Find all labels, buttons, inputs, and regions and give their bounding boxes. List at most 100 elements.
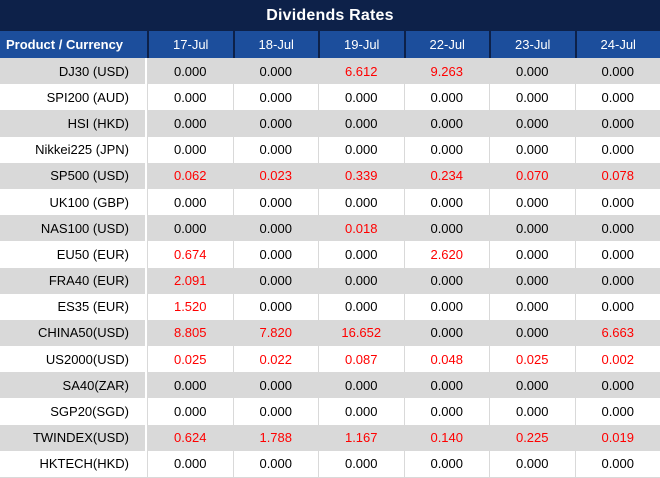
- product-cell: SGP20(SGD): [0, 398, 147, 425]
- value-cell: 0.022: [232, 346, 319, 373]
- date-header: 23-Jul: [489, 31, 575, 58]
- table-row: UK100 (GBP) 0.000 0.000 0.000 0.000 0.000 0.00…: [0, 188, 660, 216]
- table-row: TWINDEX(USD) 0.624 1.788 1.167 0.140 0.225 0.0…: [0, 424, 660, 451]
- value-cell: 1.167: [318, 424, 404, 451]
- value-cell: 0.019: [574, 424, 660, 451]
- product-cell: HSI (HKD): [0, 110, 147, 137]
- value-cell: 0.018: [318, 215, 404, 242]
- value-cell: 0.000: [489, 398, 575, 425]
- value-cell: 0.000: [403, 267, 490, 294]
- value-cell: 1.520: [147, 293, 233, 320]
- value-cell: 0.000: [403, 84, 490, 111]
- value-cell: 0.000: [232, 267, 319, 294]
- table-body: DJ30 (USD) 0.000 0.000 6.612 9.263 0.000 0.000…: [0, 58, 660, 478]
- value-cell: 0.000: [574, 136, 660, 163]
- table-header-row: Product / Currency 17-Jul 18-Jul 19-Jul 22-…: [0, 31, 660, 58]
- value-cell: 8.805: [147, 319, 233, 347]
- product-cell: HKTECH(HKD): [0, 450, 147, 477]
- value-cell: 16.652: [318, 319, 404, 347]
- product-cell: SPI200 (AUD): [0, 84, 147, 111]
- value-cell: 0.000: [232, 398, 319, 425]
- table-row: SPI200 (AUD) 0.000 0.000 0.000 0.000 0.000 0.0…: [0, 84, 660, 111]
- value-cell: 0.000: [147, 136, 233, 163]
- product-currency-header: Product / Currency: [6, 37, 124, 52]
- product-cell: SA40(ZAR): [0, 372, 147, 399]
- value-cell: 0.000: [232, 215, 319, 242]
- value-cell: 6.663: [574, 319, 660, 347]
- value-cell: 0.000: [147, 84, 233, 111]
- value-cell: 0.025: [489, 346, 575, 373]
- value-cell: 0.000: [403, 136, 490, 163]
- table-row: US2000(USD) 0.025 0.022 0.087 0.048 0.025 0.00…: [0, 346, 660, 373]
- date-header: 17-Jul: [147, 31, 233, 58]
- table-title: Dividends Rates: [0, 0, 660, 31]
- value-cell: 0.000: [489, 84, 575, 111]
- table-row: SGP20(SGD) 0.000 0.000 0.000 0.000 0.000 0.000: [0, 398, 660, 425]
- product-cell: DJ30 (USD): [0, 58, 147, 85]
- value-cell: 0.000: [574, 398, 660, 425]
- value-cell: 0.000: [574, 241, 660, 268]
- value-cell: 0.000: [147, 372, 233, 399]
- product-cell: NAS100 (USD): [0, 215, 147, 242]
- value-cell: 0.000: [489, 372, 575, 399]
- value-cell: 0.078: [574, 162, 660, 189]
- table-row: HKTECH(HKD) 0.000 0.000 0.000 0.000 0.000 0.00…: [0, 450, 660, 477]
- value-cell: 1.788: [232, 424, 319, 451]
- product-cell: CHINA50(USD): [0, 319, 147, 347]
- product-cell: EU50 (EUR): [0, 241, 147, 268]
- value-cell: 0.062: [147, 162, 233, 189]
- value-cell: 0.000: [147, 450, 233, 477]
- product-cell: UK100 (GBP): [0, 188, 147, 216]
- value-cell: 0.000: [574, 450, 660, 477]
- product-cell: SP500 (USD): [0, 162, 147, 189]
- value-cell: 0.000: [318, 293, 404, 320]
- value-cell: 0.000: [318, 450, 404, 477]
- date-header: 19-Jul: [318, 31, 404, 58]
- value-cell: 0.000: [489, 215, 575, 242]
- value-cell: 2.620: [403, 241, 490, 268]
- value-cell: 0.000: [318, 241, 404, 268]
- value-cell: 0.000: [318, 84, 404, 111]
- value-cell: 0.140: [403, 424, 490, 451]
- value-cell: 0.000: [574, 110, 660, 137]
- value-cell: 0.000: [232, 58, 319, 85]
- table-row: EU50 (EUR) 0.674 0.000 0.000 2.620 0.000 0.000: [0, 241, 660, 268]
- value-cell: 0.087: [318, 346, 404, 373]
- value-cell: 0.000: [232, 293, 319, 320]
- value-cell: 0.000: [489, 319, 575, 347]
- value-cell: 0.000: [318, 110, 404, 137]
- value-cell: 9.263: [403, 58, 490, 85]
- value-cell: 0.000: [489, 110, 575, 137]
- value-cell: 0.000: [403, 293, 490, 320]
- value-cell: 0.000: [318, 267, 404, 294]
- value-cell: 2.091: [147, 267, 233, 294]
- value-cell: 0.000: [232, 136, 319, 163]
- value-cell: 0.000: [574, 188, 660, 216]
- value-cell: 0.624: [147, 424, 233, 451]
- table-row: NAS100 (USD) 0.000 0.000 0.018 0.000 0.000 0.0…: [0, 215, 660, 242]
- value-cell: 0.000: [318, 188, 404, 216]
- table-row: DJ30 (USD) 0.000 0.000 6.612 9.263 0.000 0.000: [0, 58, 660, 85]
- value-cell: 6.612: [318, 58, 404, 85]
- value-cell: 0.000: [232, 372, 319, 399]
- value-cell: 0.000: [232, 84, 319, 111]
- value-cell: 0.023: [232, 162, 319, 189]
- value-cell: 0.000: [489, 188, 575, 216]
- table-row: CHINA50(USD) 8.805 7.820 16.652 0.000 0.000 6.…: [0, 319, 660, 347]
- value-cell: 0.000: [403, 398, 490, 425]
- value-cell: 0.000: [318, 136, 404, 163]
- value-cell: 0.000: [574, 58, 660, 85]
- table-row: SA40(ZAR) 0.000 0.000 0.000 0.000 0.000 0.000: [0, 372, 660, 399]
- value-cell: 0.000: [147, 58, 233, 85]
- date-header: 24-Jul: [574, 31, 660, 58]
- value-cell: 0.000: [489, 58, 575, 85]
- value-cell: 0.000: [403, 372, 490, 399]
- value-cell: 0.000: [318, 398, 404, 425]
- product-cell: ES35 (EUR): [0, 293, 147, 320]
- value-cell: 0.000: [147, 188, 233, 216]
- value-cell: 0.000: [232, 241, 319, 268]
- value-cell: 0.000: [489, 293, 575, 320]
- table-row: HSI (HKD) 0.000 0.000 0.000 0.000 0.000 0.000: [0, 110, 660, 137]
- product-cell: US2000(USD): [0, 346, 147, 373]
